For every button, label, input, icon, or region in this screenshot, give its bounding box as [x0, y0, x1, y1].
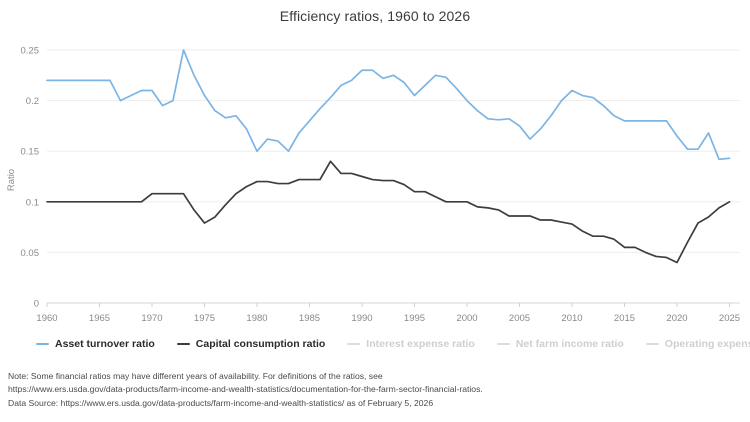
x-axis-tick-label: 2020: [666, 313, 687, 324]
footnote-line-1: Note: Some financial ratios may have dif…: [8, 371, 383, 381]
y-axis-tick-label: 0.2: [26, 96, 39, 107]
y-axis-tick-label: 0.1: [26, 197, 39, 208]
legend-item[interactable]: Asset turnover ratio: [36, 338, 155, 350]
legend-item-label: Asset turnover ratio: [55, 338, 155, 350]
y-axis-tick-label: 0: [34, 299, 39, 310]
chart-plot-area: 0 0.05 0.1 0.15 0.2 0.25 1960 1965 1970 1975 1980…: [6, 46, 740, 325]
series-line: [46, 49, 731, 161]
y-axis-tick-label: 0.15: [21, 147, 40, 158]
legend-item[interactable]: Operating expense ratio: [645, 338, 750, 350]
x-axis-tick-label: 1985: [299, 313, 320, 324]
series-line: [46, 160, 731, 264]
x-axis-tick-label: 1970: [141, 313, 162, 324]
legend-swatch-icon: [347, 342, 361, 346]
x-axis-tick-label: 2000: [456, 313, 477, 324]
chart-title: Efficiency ratios, 1960 to 2026: [279, 8, 471, 24]
x-axis-tick-label: 1990: [351, 313, 372, 324]
x-axis-tick-label: 2015: [614, 313, 635, 324]
legend-item[interactable]: Net farm income ratio: [496, 338, 624, 350]
x-axis-tick-marks: [46, 303, 730, 307]
x-axis-tick-label: 1975: [194, 313, 215, 324]
chart-footnote: Note: Some financial ratios may have dif…: [8, 370, 738, 410]
x-axis-tick-label: 1995: [404, 313, 425, 324]
x-axis-tick-label: 2010: [561, 313, 582, 324]
x-axis-tick-label: 2025: [719, 313, 740, 324]
x-axis-tick-label: 2005: [509, 313, 530, 324]
footnote-line-3: Data Source: https://www.ers.usda.gov/da…: [8, 397, 434, 408]
legend-item[interactable]: Interest expense ratio: [347, 338, 475, 350]
legend-item-label: Interest expense ratio: [366, 338, 475, 350]
y-axis-title: Ratio: [6, 169, 17, 191]
legend-swatch-icon: [645, 342, 659, 346]
footnote-line-2: https://www.ers.usda.gov/data-products/f…: [8, 384, 483, 395]
legend-swatch-icon: [496, 342, 510, 346]
x-axis-tick-labels: 1960 1965 1970 1975 1980 1985 1990 1995 2000 2005…: [36, 313, 740, 324]
x-axis-tick-label: 1980: [246, 313, 267, 324]
legend-item-label: Capital consumption ratio: [195, 338, 326, 350]
chart-legend: Asset turnover ratio Capital consumption …: [36, 338, 750, 350]
legend-item[interactable]: Capital consumption ratio: [176, 338, 326, 350]
y-axis-tick-labels: 0 0.05 0.1 0.15 0.2 0.25: [21, 46, 40, 310]
x-axis-tick-label: 1960: [36, 313, 57, 324]
legend-item-label: Operating expense ratio: [664, 338, 750, 350]
y-axis-tick-label: 0.25: [21, 46, 40, 57]
data-series-lines: [46, 49, 731, 264]
y-axis-tick-label: 0.05: [21, 248, 40, 259]
legend-swatch-icon: [176, 342, 190, 346]
legend-item-label: Net farm income ratio: [515, 338, 624, 350]
legend-swatch-icon: [36, 342, 49, 346]
gridlines: [47, 49, 740, 304]
x-axis-tick-label: 1965: [89, 313, 110, 324]
